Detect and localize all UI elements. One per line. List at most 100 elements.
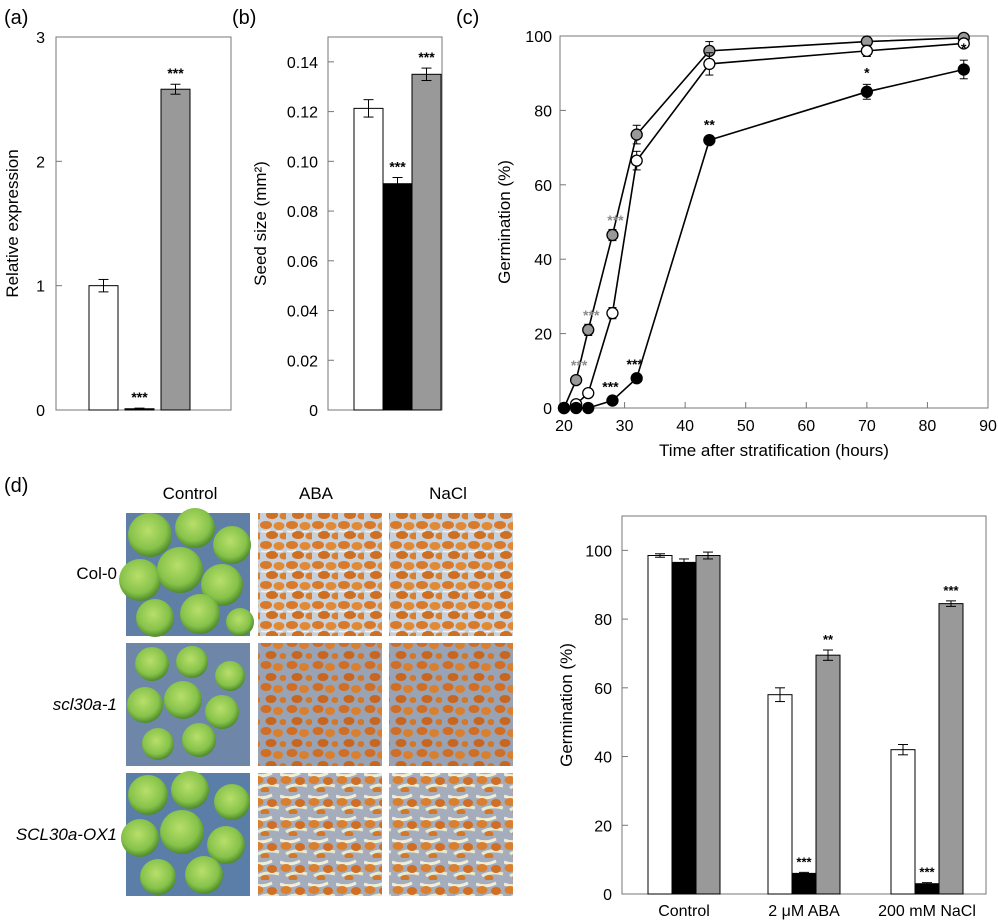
panel-d-seedling-photo-grid: (d) Control ABA NaCl Col-0 scl30a-1 SCL3… bbox=[4, 475, 513, 896]
panel-label-b: (b) bbox=[232, 7, 256, 29]
x-tick-label: 50 bbox=[737, 418, 755, 435]
significance-label: *** bbox=[418, 49, 435, 65]
data-point-ox1 bbox=[606, 228, 619, 242]
data-point-scl30a1 bbox=[630, 372, 643, 385]
y-tick-label: 0.04 bbox=[287, 304, 318, 321]
data-point-ox1 bbox=[569, 373, 583, 387]
photo-col0-aba bbox=[258, 513, 382, 636]
y-axis-label: Seed size (mm²) bbox=[251, 161, 270, 286]
photo-row-col0: Col-0 bbox=[76, 564, 117, 583]
x-axis-label: Time after stratification (hours) bbox=[659, 441, 889, 460]
y-tick-label: 0 bbox=[543, 401, 552, 418]
y-tick-label: 0.10 bbox=[287, 154, 318, 171]
photo-ox1-nacl bbox=[389, 773, 513, 896]
bar-col0 bbox=[647, 555, 673, 895]
significance-label: *** bbox=[571, 357, 588, 373]
x-category-label: Control bbox=[658, 903, 710, 920]
photo-scl30a1-control bbox=[126, 643, 250, 766]
data-point-scl30a1 bbox=[860, 85, 874, 98]
data-point-scl30a1 bbox=[569, 401, 583, 415]
x-tick-label: 60 bbox=[797, 418, 815, 435]
bar bbox=[411, 73, 442, 411]
plot-frame bbox=[55, 36, 232, 411]
x-tick-label: 20 bbox=[555, 418, 573, 435]
photo-column-control: Control bbox=[163, 484, 218, 503]
significance-label: *** bbox=[583, 307, 600, 323]
y-tick-label: 100 bbox=[525, 29, 552, 46]
x-tick-label: 80 bbox=[919, 418, 937, 435]
y-tick-label: 0.02 bbox=[287, 353, 318, 370]
bar-ox1 bbox=[938, 603, 964, 895]
y-axis-label: Germination (%) bbox=[495, 160, 514, 284]
significance-label: *** bbox=[796, 854, 812, 869]
bar-scl30a1 bbox=[671, 561, 697, 895]
y-tick-label: 3 bbox=[36, 30, 45, 47]
bar bbox=[353, 107, 384, 411]
y-tick-label: 20 bbox=[594, 818, 612, 835]
photo-ox1-aba bbox=[258, 773, 382, 896]
y-tick-label: 100 bbox=[585, 543, 612, 560]
y-tick-label: 0.06 bbox=[287, 254, 318, 271]
panel-b-seed-size-chart: (b) 0 0.02 0.04 0.06 0.08 0.10 0.12 0.14 *** ***… bbox=[232, 7, 443, 420]
bar-col0 bbox=[890, 749, 916, 895]
y-tick-label: 20 bbox=[534, 327, 552, 344]
photo-row-scl30a-1: scl30a-1 bbox=[53, 695, 117, 714]
y-tick-label: 2 bbox=[36, 154, 45, 171]
data-point-ox1 bbox=[582, 323, 595, 337]
x-tick-label: 90 bbox=[979, 418, 997, 435]
data-point-scl30a1 bbox=[957, 63, 970, 76]
y-tick-label: 0.14 bbox=[287, 55, 318, 72]
bar-ox1 bbox=[815, 654, 841, 895]
y-tick-label: 40 bbox=[594, 750, 612, 767]
bar-ox1 bbox=[695, 555, 721, 895]
significance-label: *** bbox=[627, 356, 644, 372]
bar-col0 bbox=[767, 694, 793, 895]
y-tick-label: 0 bbox=[309, 403, 318, 420]
data-point-col0 bbox=[957, 37, 970, 50]
data-point-scl30a1 bbox=[606, 394, 619, 407]
panel-a-relative-expression-chart: (a) 0 1 2 3 *** *** Relative expression bbox=[3, 7, 232, 420]
panel-label-c: (c) bbox=[456, 7, 479, 29]
y-tick-label: 60 bbox=[534, 178, 552, 195]
significance-label: *** bbox=[919, 865, 935, 880]
x-category-label: 200 mM NaCl bbox=[878, 903, 976, 920]
y-tick-label: 80 bbox=[594, 612, 612, 629]
significance-label: *** bbox=[131, 389, 148, 405]
x-category-label: 2 μM ABA bbox=[768, 903, 840, 920]
x-tick-label: 70 bbox=[858, 418, 876, 435]
bar bbox=[88, 285, 119, 411]
significance-label: ** bbox=[704, 116, 715, 132]
data-point-col0 bbox=[582, 386, 595, 400]
data-point-col0 bbox=[630, 154, 643, 167]
y-tick-label: 0 bbox=[603, 887, 612, 904]
series-line-col0 bbox=[563, 42, 964, 409]
significance-label: *** bbox=[607, 212, 624, 228]
y-axis-label: Germination (%) bbox=[557, 643, 576, 767]
y-tick-label: 60 bbox=[594, 681, 612, 698]
photo-scl30a1-nacl bbox=[389, 643, 513, 766]
series-line-ox1 bbox=[563, 37, 964, 409]
y-tick-label: 0 bbox=[36, 403, 45, 420]
significance-label: * bbox=[961, 40, 967, 56]
data-point-col0 bbox=[606, 306, 619, 320]
y-axis-label: Relative expression bbox=[3, 149, 22, 297]
photo-column-nacl: NaCl bbox=[429, 484, 467, 503]
photo-col0-control bbox=[119, 508, 254, 637]
significance-label: *** bbox=[167, 65, 184, 81]
panel-label-d: (d) bbox=[4, 475, 28, 497]
data-point-scl30a1 bbox=[557, 401, 571, 415]
photo-col0-nacl bbox=[389, 513, 513, 636]
photo-scl30a1-aba bbox=[258, 643, 382, 766]
significance-label: *** bbox=[602, 379, 619, 395]
y-tick-label: 80 bbox=[534, 103, 552, 120]
bar-scl30a1 bbox=[914, 883, 940, 895]
significance-label: *** bbox=[943, 583, 959, 598]
photo-column-aba: ABA bbox=[299, 484, 334, 503]
data-point-col0 bbox=[703, 57, 716, 71]
y-tick-label: 40 bbox=[534, 252, 552, 269]
bar bbox=[382, 183, 413, 411]
data-point-scl30a1 bbox=[703, 134, 716, 147]
significance-label: ** bbox=[823, 632, 834, 647]
photo-ox1-control bbox=[121, 771, 250, 896]
